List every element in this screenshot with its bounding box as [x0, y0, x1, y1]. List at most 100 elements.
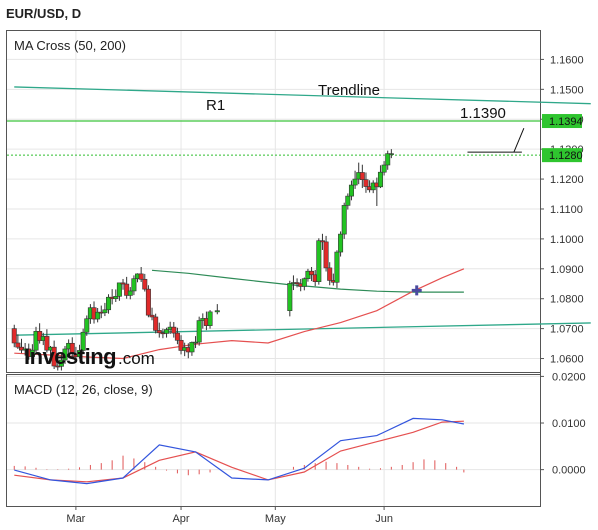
candle — [153, 313, 159, 334]
candle — [348, 180, 354, 201]
candle — [131, 275, 137, 296]
price-tick-label: 1.1200 — [550, 174, 584, 186]
candle — [106, 294, 112, 314]
ma-fast-line — [14, 268, 465, 360]
candle-body — [131, 278, 137, 292]
candle — [124, 276, 130, 299]
candle — [363, 172, 369, 193]
time-tick-label: May — [265, 513, 286, 525]
candle-body — [388, 153, 394, 155]
candle — [138, 267, 144, 282]
candle — [338, 231, 344, 257]
candle-body — [294, 282, 300, 285]
candle-body — [334, 251, 340, 283]
candle-body — [58, 359, 64, 367]
price-tick-label: 1.1100 — [550, 204, 583, 216]
candle-body — [309, 270, 315, 276]
candle-body — [164, 329, 170, 334]
candle-body — [153, 316, 159, 331]
candle — [171, 322, 177, 338]
price-tick-label: 1.1500 — [550, 84, 584, 96]
candle-body — [359, 172, 365, 180]
candle-body — [214, 310, 220, 313]
macd-signal-line — [14, 420, 464, 483]
investing-logo: Investing .com — [24, 344, 155, 369]
candle-body — [37, 331, 43, 341]
macd-tick-label: 0.0000 — [552, 465, 586, 477]
candle-body — [69, 342, 75, 355]
candle-body — [345, 195, 351, 206]
candle-body — [149, 314, 155, 318]
candle — [44, 329, 50, 353]
candle — [381, 161, 387, 176]
price-tick-label: 1.0700 — [550, 324, 584, 336]
candle-body — [124, 283, 130, 296]
candle-body — [62, 348, 68, 361]
candle — [11, 324, 17, 348]
candle — [127, 287, 133, 300]
price-badge-text: 1.1394 — [549, 116, 583, 128]
candle-body — [127, 290, 133, 296]
candle-body — [106, 296, 112, 311]
candle-body — [348, 184, 354, 197]
r1-label: R1 — [206, 97, 225, 114]
candle — [294, 278, 300, 288]
candle — [77, 344, 83, 359]
candle — [178, 335, 184, 355]
logo-com-text: .com — [118, 349, 155, 368]
logo-investing-text: Investing — [24, 344, 116, 369]
candle-body — [352, 178, 358, 186]
candle — [95, 307, 101, 323]
macd-layer — [7, 375, 540, 506]
level-annotation-pointer — [513, 127, 525, 153]
candle — [116, 282, 122, 301]
candle-body — [341, 205, 347, 235]
time-tick-label: Mar — [66, 513, 85, 525]
candle — [113, 289, 119, 303]
candle-body — [142, 278, 148, 290]
price-tick-label: 1.0900 — [550, 264, 584, 276]
candle-body — [116, 282, 122, 297]
candle — [352, 170, 358, 189]
candle — [301, 277, 307, 291]
candle — [102, 302, 108, 317]
candle-body — [338, 233, 344, 253]
price-layer — [7, 31, 591, 372]
ma-cross-label: MA Cross (50, 200) — [14, 38, 126, 53]
candle — [214, 304, 220, 315]
candle — [334, 250, 340, 288]
candle — [80, 328, 86, 353]
macd-tick-label: 0.0100 — [552, 418, 586, 430]
candle — [345, 193, 351, 210]
candle-body — [327, 267, 333, 281]
candle-body — [11, 328, 17, 344]
candle — [207, 310, 213, 329]
candle-body — [301, 278, 307, 287]
candle-body — [287, 283, 293, 311]
candle-body — [178, 339, 184, 351]
candle-body — [323, 241, 329, 269]
candle-body — [381, 164, 387, 173]
candle — [156, 322, 162, 338]
candle — [120, 278, 126, 290]
macd-label: MACD (12, 26, close, 9) — [14, 382, 153, 397]
time-tick-label: Apr — [172, 513, 189, 525]
candle-body — [174, 332, 180, 341]
candle — [323, 235, 329, 272]
candle-body — [207, 311, 213, 326]
macd-line — [14, 417, 465, 485]
price-tick-label: 1.1600 — [550, 54, 584, 66]
candle — [62, 345, 68, 364]
candle-body — [44, 336, 50, 351]
candle-body — [84, 318, 90, 333]
price-badge-text: 1.1280 — [549, 150, 583, 162]
candle-body — [196, 320, 202, 343]
candle-body — [95, 311, 101, 320]
ma-slow-line — [151, 269, 464, 293]
price-badge-bg — [542, 148, 582, 163]
candle — [149, 307, 155, 321]
candle — [58, 352, 64, 371]
candle — [189, 341, 195, 356]
candle — [327, 262, 333, 286]
